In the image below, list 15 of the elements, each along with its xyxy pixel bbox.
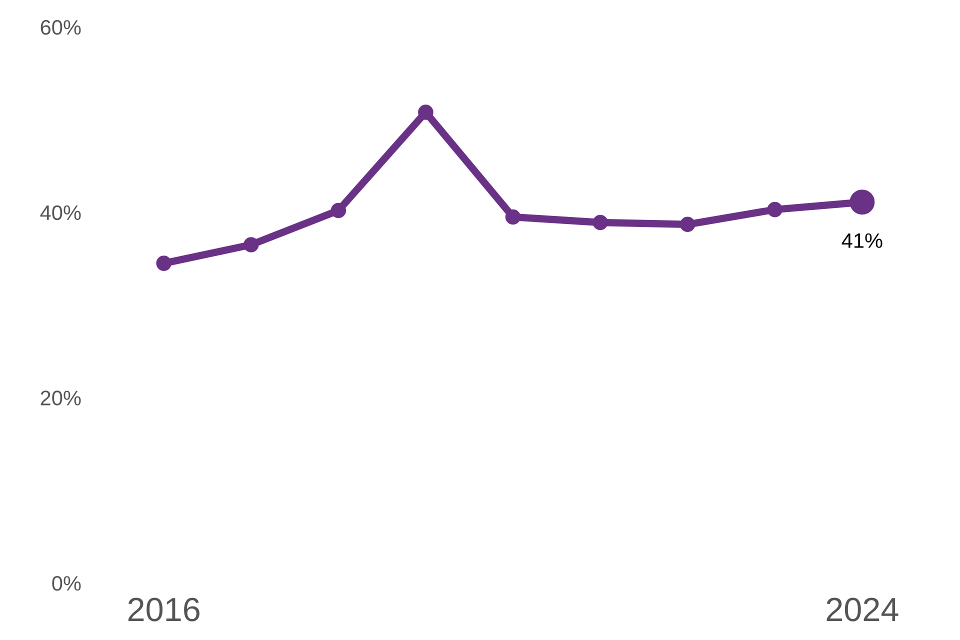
point: [243, 237, 259, 252]
point: [505, 209, 521, 225]
point: [592, 214, 608, 230]
y-tick-label: 20%: [40, 390, 81, 406]
x-tick-label: 2024: [826, 598, 898, 622]
point: [767, 202, 783, 218]
point: [680, 216, 696, 232]
x-tick-label: 2016: [128, 598, 200, 622]
y-tick-label: 0%: [52, 576, 81, 591]
y-tick-label: 60%: [40, 20, 81, 35]
y-tick-label: 40%: [40, 205, 81, 220]
point: [330, 202, 346, 218]
point: [418, 104, 434, 120]
data-label: 41%: [842, 233, 882, 248]
point: [156, 256, 172, 271]
